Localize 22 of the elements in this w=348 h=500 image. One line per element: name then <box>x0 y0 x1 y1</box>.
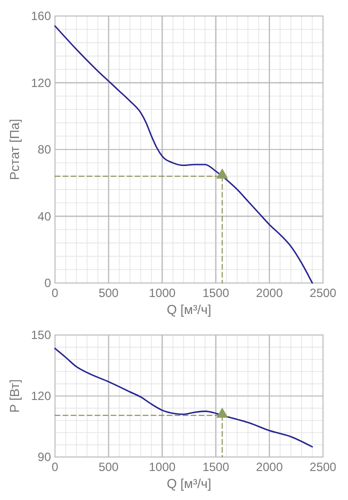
y-tick-label: 80 <box>38 142 52 156</box>
x-tick-label: 2000 <box>256 460 284 474</box>
x-tick-label: 2000 <box>256 286 284 300</box>
y-axis-title: Pстат [Па] <box>7 118 22 180</box>
y-tick-label: 120 <box>30 76 52 90</box>
x-tick-label: 1500 <box>202 460 230 474</box>
x-tick-label: 1500 <box>202 286 230 300</box>
y-tick-label: 150 <box>30 328 52 342</box>
x-tick-label: 2500 <box>310 460 337 474</box>
y-tick-label: 0 <box>44 276 52 290</box>
x-tick-label: 2500 <box>310 286 337 300</box>
y-tick-label: 120 <box>30 389 52 403</box>
x-tick-label: 500 <box>98 460 119 474</box>
x-axis-title: Q [м³/ч] <box>166 476 212 491</box>
x-tick-label: 500 <box>98 286 119 300</box>
x-axis-title: Q [м³/ч] <box>166 302 212 317</box>
y-axis-title: P [Вт] <box>7 379 22 413</box>
y-tick-label: 90 <box>38 450 52 464</box>
x-tick-label: 1000 <box>148 460 176 474</box>
x-tick-label: 1000 <box>148 286 176 300</box>
y-tick-label: 40 <box>38 209 52 224</box>
y-tick-label: 160 <box>30 9 52 23</box>
